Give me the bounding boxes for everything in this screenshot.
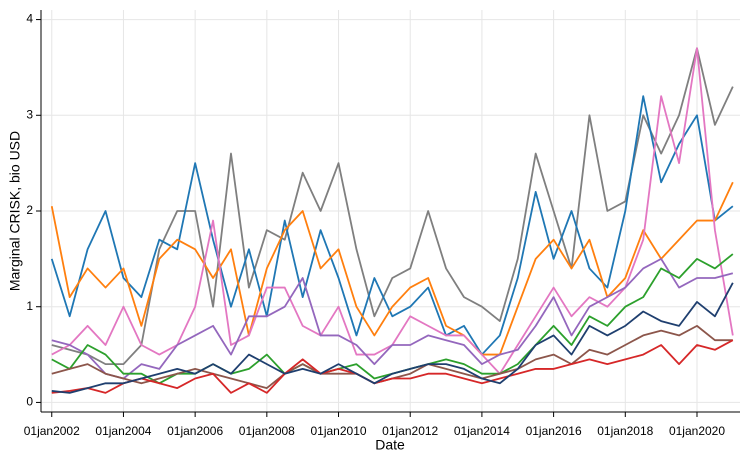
y-axis-title: Marginal CRISK, bio USD: [7, 131, 23, 291]
x-tick-label: 01jan2004: [95, 424, 151, 438]
x-tick-label: 01jan2014: [454, 424, 510, 438]
x-tick-label: 01jan2012: [382, 424, 438, 438]
series-line: [51, 47, 734, 366]
series-line: [51, 282, 734, 394]
series-line: [51, 257, 734, 380]
x-axis-title: Date: [375, 437, 405, 452]
y-tick-label: 4: [26, 12, 33, 26]
x-tick-label: 01jan2006: [167, 424, 223, 438]
y-tick-label: 0: [26, 395, 33, 409]
x-tick-label: 01jan2010: [310, 424, 366, 438]
y-tick-label: 1: [26, 299, 33, 313]
x-tick-label: 01jan2016: [526, 424, 582, 438]
x-tick-label: 01jan2020: [669, 424, 725, 438]
x-tick-label: 01jan2018: [597, 424, 653, 438]
series-line: [50, 95, 734, 356]
series-line: [51, 339, 734, 394]
x-tick-label: 01jan2002: [24, 424, 80, 438]
y-tick-label: 2: [26, 203, 33, 217]
series-line: [50, 181, 734, 356]
x-tick-label: 01jan2008: [239, 424, 295, 438]
y-tick-label: 3: [26, 107, 33, 121]
